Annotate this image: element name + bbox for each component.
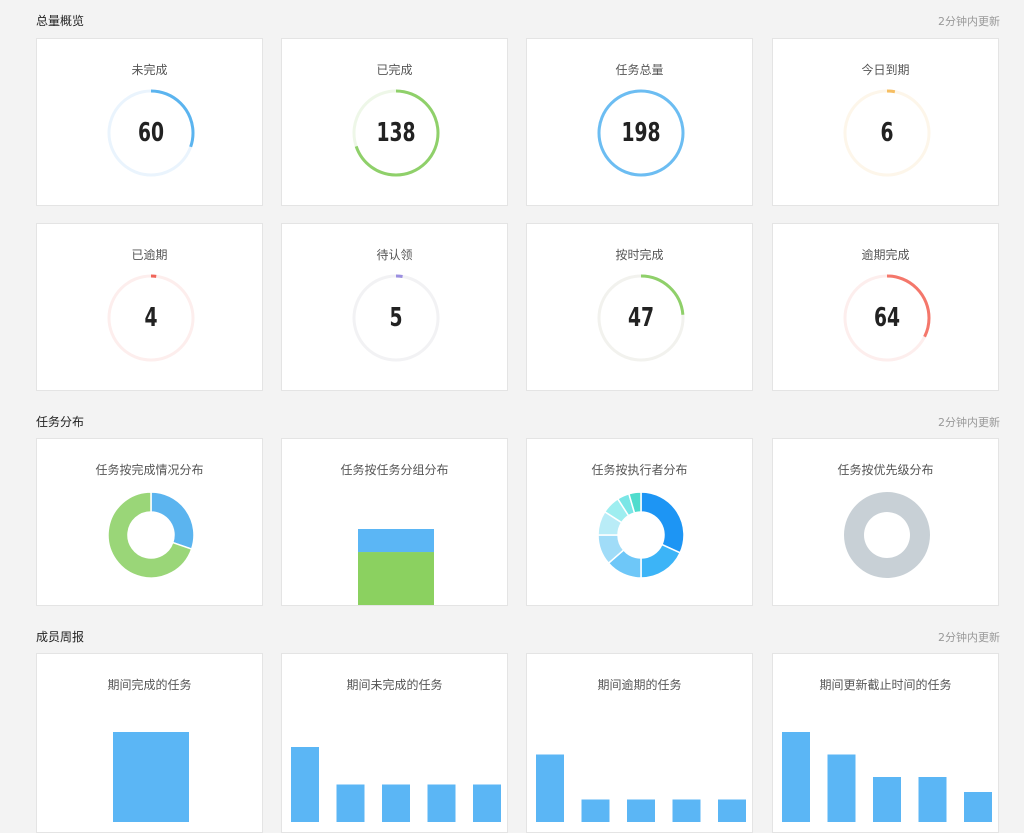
section-title-weekly: 成员周报 (36, 630, 85, 644)
bar (827, 754, 856, 822)
progress-ring: 138 (352, 89, 440, 177)
deadline-updated-bar-chart (782, 732, 992, 822)
ring-value: 198 (621, 118, 661, 148)
bar (718, 799, 746, 822)
distribution-card-group[interactable]: 任务按任务分组分布 (281, 438, 508, 606)
bar (113, 732, 189, 822)
distribution-card-priority[interactable]: 任务按优先级分布 (772, 438, 999, 606)
overdue-bar-chart (536, 754, 746, 822)
progress-ring: 6 (843, 89, 931, 177)
progress-ring: 47 (597, 274, 685, 362)
bar (964, 792, 992, 822)
card-title: 任务按完成情况分布 (95, 463, 204, 477)
ring-progress-arc (352, 89, 440, 177)
donut-slice (640, 543, 682, 579)
overview-card[interactable]: 未完成 60 (36, 38, 263, 206)
card-title: 期间未完成的任务 (346, 678, 443, 692)
card-title: 待认领 (376, 248, 413, 262)
card-title: 已逾期 (131, 248, 168, 262)
bar (473, 784, 501, 822)
weekly-card-uncompleted[interactable]: 期间未完成的任务 (281, 653, 508, 833)
distribution-card-assignee[interactable]: 任务按执行者分布 (526, 438, 753, 606)
bar (336, 784, 365, 822)
bar (918, 777, 947, 822)
bar (873, 777, 901, 822)
ring-progress-arc (352, 274, 440, 362)
overview-card[interactable]: 待认领 5 (281, 223, 508, 391)
completion-donut-chart (107, 491, 195, 579)
overview-card[interactable]: 按时完成 47 (526, 223, 753, 391)
uncompleted-bar-chart (291, 747, 501, 822)
completed-bar-chart (113, 732, 189, 822)
section-title-distribution: 任务分布 (36, 415, 85, 429)
overview-card[interactable]: 任务总量 198 (526, 38, 753, 206)
ring-value: 5 (389, 303, 403, 333)
card-title: 逾期完成 (861, 248, 910, 262)
stacked-bar-segment (358, 552, 434, 605)
bar (382, 784, 410, 822)
ring-value: 64 (873, 303, 901, 333)
progress-ring: 198 (597, 89, 685, 177)
overview-card[interactable]: 已完成 138 (281, 38, 508, 206)
card-title: 期间逾期的任务 (597, 678, 682, 692)
overview-card[interactable]: 逾期完成 64 (772, 223, 999, 391)
priority-donut-chart (844, 492, 930, 578)
weekly-card-deadline-updated[interactable]: 期间更新截止时间的任务 (772, 653, 999, 833)
weekly-card-overdue[interactable]: 期间逾期的任务 (526, 653, 753, 833)
bar (581, 799, 610, 822)
ring-progress-arc (107, 274, 195, 362)
donut-slice (107, 491, 193, 579)
ring-progress-arc (597, 89, 685, 177)
ring-value: 138 (376, 118, 416, 148)
ring-value: 4 (144, 303, 158, 333)
assignee-donut-chart (597, 491, 685, 579)
card-title: 今日到期 (861, 63, 910, 77)
card-title: 任务按任务分组分布 (340, 463, 449, 477)
bar (427, 784, 456, 822)
bar (782, 732, 810, 822)
section-update-distribution: 2分钟内更新 (938, 416, 1000, 429)
card-title: 任务按优先级分布 (837, 463, 934, 477)
bar (291, 747, 319, 822)
bar (672, 799, 701, 822)
card-title: 期间完成的任务 (107, 678, 192, 692)
bar (536, 754, 564, 822)
overview-card[interactable]: 已逾期 4 (36, 223, 263, 391)
progress-ring: 4 (107, 274, 195, 362)
weekly-card-completed[interactable]: 期间完成的任务 (36, 653, 263, 833)
card-title: 按时完成 (615, 248, 664, 262)
ring-progress-arc (597, 274, 685, 362)
distribution-card-completion[interactable]: 任务按完成情况分布 (36, 438, 263, 606)
donut-slice (640, 491, 685, 554)
card-title: 未完成 (131, 63, 168, 77)
donut-slice (627, 491, 642, 514)
card-title: 已完成 (376, 63, 413, 77)
card-title: 期间更新截止时间的任务 (819, 678, 952, 692)
ring-progress-arc (843, 89, 931, 177)
card-title: 任务总量 (615, 63, 664, 77)
stacked-bar-segment (358, 529, 434, 553)
card-title: 任务按执行者分布 (591, 463, 688, 477)
group-stacked-bar-chart (358, 529, 434, 605)
ring-progress-arc (843, 274, 931, 362)
section-title-overview: 总量概览 (36, 14, 85, 28)
progress-ring: 60 (107, 89, 195, 177)
ring-value: 47 (627, 303, 655, 333)
donut-slice (150, 491, 195, 551)
progress-ring: 5 (352, 274, 440, 362)
ring-value: 6 (880, 118, 894, 148)
ring-progress-arc (107, 89, 195, 177)
section-update-overview: 2分钟内更新 (938, 15, 1000, 28)
section-update-weekly: 2分钟内更新 (938, 631, 1000, 644)
bar (627, 799, 655, 822)
progress-ring: 64 (843, 274, 931, 362)
ring-value: 60 (137, 118, 165, 148)
overview-card[interactable]: 今日到期 6 (772, 38, 999, 206)
donut-slice (844, 492, 930, 578)
